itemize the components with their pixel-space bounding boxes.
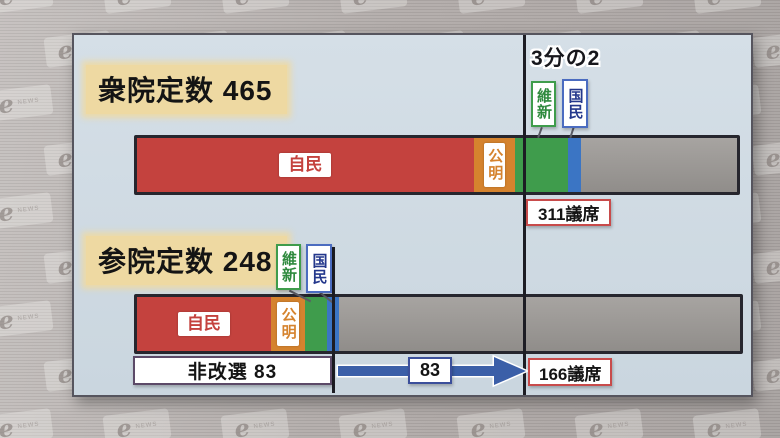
non-contested-badge: 非改選 83 <box>133 356 332 385</box>
bar-segment-komeito: 公明 <box>473 138 516 192</box>
bar-segment-komeito: 公明 <box>270 297 305 351</box>
bar-segment-remaining <box>580 138 737 192</box>
bar-segment-dpp <box>567 138 581 192</box>
lower-house-bar: 自民 公明 <box>134 135 740 195</box>
bar-segment-remaining <box>338 297 740 351</box>
party-label-komeito: 公明 <box>483 143 506 187</box>
transfer-count-badge: 83 <box>408 357 452 384</box>
kokumin-callout-lower: 国民 <box>562 79 588 128</box>
party-label-komeito: 公明 <box>276 302 299 346</box>
kokumin-callout-upper: 国民 <box>306 244 332 293</box>
ishin-callout-lower: 維新 <box>531 81 556 127</box>
threshold-badge-166: 166議席 <box>528 358 613 386</box>
bar-segment-ldp: 自民 <box>137 297 271 351</box>
two-thirds-label: 3分の2 <box>531 47 601 70</box>
graphic-panel: 3分の2 衆院定数 465 維新 国民 自民 公明 311議席 参院定数 248 … <box>72 33 753 397</box>
lower-house-title: 衆院定数 465 <box>86 65 287 114</box>
bar-segment-ishin <box>304 297 327 351</box>
party-label-ldp: 自民 <box>177 312 230 336</box>
upper-house-title: 参院定数 248 <box>86 236 287 285</box>
threshold-badge-311: 311議席 <box>526 199 612 226</box>
two-thirds-threshold-line <box>523 35 526 395</box>
bar-segment-ldp: 自民 <box>137 138 474 192</box>
ishin-callout-upper: 維新 <box>276 244 301 290</box>
party-label-ldp: 自民 <box>279 153 332 177</box>
upper-house-bar: 自民 公明 <box>134 294 743 354</box>
non-contested-divider-line <box>332 247 335 393</box>
